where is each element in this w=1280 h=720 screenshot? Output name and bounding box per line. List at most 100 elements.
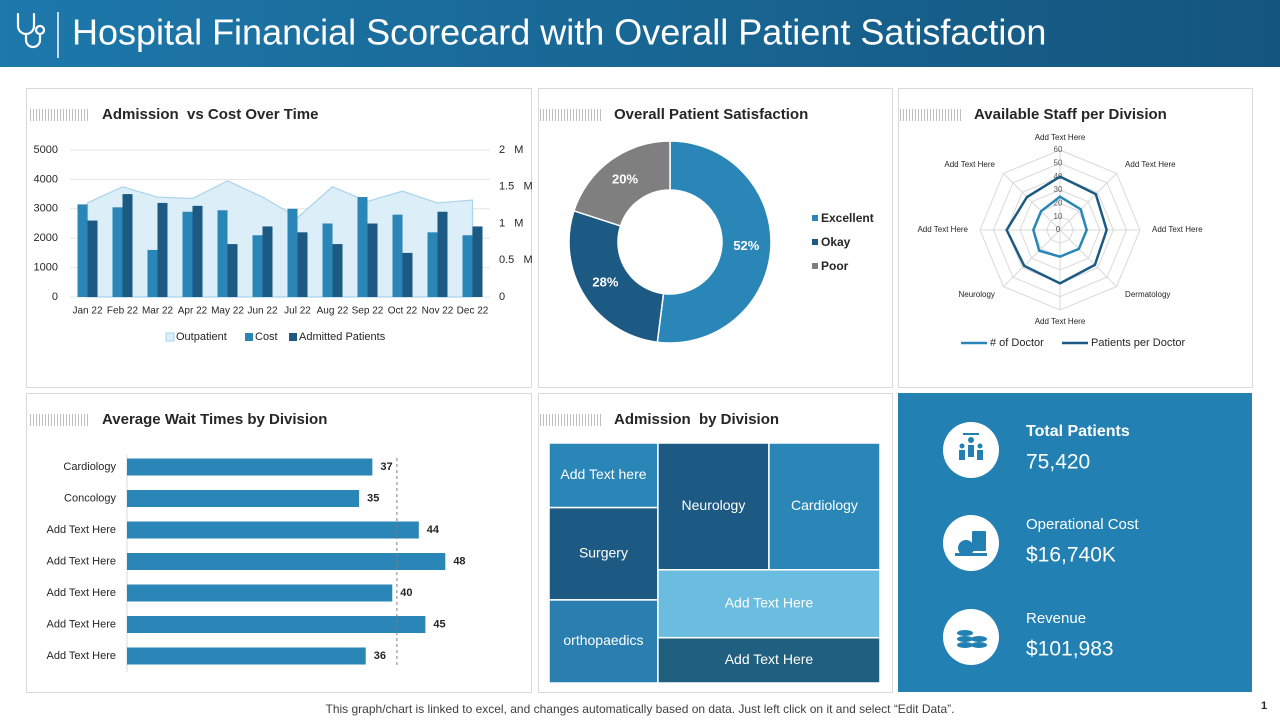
category-label: Add Text Here [1035,317,1086,326]
data-label: 40 [400,587,412,599]
radar-series [1032,195,1088,258]
legend-label: Okay [821,235,851,249]
x-tick-label: Oct 22 [388,306,418,317]
pie-slice [568,209,665,344]
kpi-value: $101,983 [1026,638,1114,661]
data-label: 35 [367,492,379,504]
y-tick-label: Add Text Here [46,555,116,567]
cell-label: Add Text Here [725,651,814,667]
treemap-cell [548,442,659,509]
category-label: Add Text Here [1152,225,1203,234]
legend-swatch [289,333,297,341]
data-label: 20% [612,172,638,187]
y-tick-label: 5000 [34,144,58,156]
y-tick-label: Add Text Here [46,587,116,599]
bar [287,208,298,297]
kpi-label: Total Patients [1026,423,1130,440]
cell-label: orthopaedics [563,632,643,648]
title-decoration [28,414,90,426]
category-label: Add Text Here [917,225,968,234]
radar-series [1005,175,1108,285]
bar [127,584,393,602]
title-decoration [900,109,962,121]
bar [427,232,438,297]
treemap-cell [657,636,881,684]
spoke [1059,229,1117,287]
cell-label: Add Text Here [725,594,814,610]
x-tick-label: Jul 22 [284,306,311,317]
bar [127,553,446,570]
y-tick-label: Cardiology [63,461,116,473]
y2-tick-label: 0.5 M [499,254,533,266]
panel [26,393,532,693]
y-tick-label: Add Text Here [46,524,116,536]
legend-swatch [812,239,818,245]
y-tick-label: 1000 [34,262,58,274]
bar [87,220,98,297]
treemap-cell [548,506,659,601]
cell-label: Add Text here [560,466,646,482]
legend-label: Patients per Doctor [1091,337,1185,349]
y2-tick-label: 1 M [499,217,523,229]
treemap-cell [657,569,881,639]
bar [127,490,360,507]
bar [182,211,193,297]
bar [77,204,88,297]
kpi-value: 75,420 [1026,451,1090,474]
x-tick-label: Dec 22 [457,306,489,317]
treemap-cell [657,442,770,571]
data-label: 44 [427,524,440,536]
y-tick-label: 3000 [34,203,58,215]
x-tick-label: Jun 22 [247,306,277,317]
data-label: 52% [733,238,759,253]
x-tick-label: May 22 [211,306,244,317]
cell-label: Cardiology [791,497,858,513]
legend-swatch [165,332,175,342]
chart-title: Admission by Division [614,411,779,428]
footer-note: This graph/chart is linked to excel, and… [326,702,955,716]
category-label: Add Text Here [944,160,995,169]
spoke [1003,229,1061,287]
kpi-value: $16,740K [1026,544,1116,567]
spoke [1003,173,1061,231]
bar [127,616,426,633]
legend-label: Admitted Patients [299,331,386,343]
data-label: 45 [433,618,445,630]
y-tick-label: Add Text Here [46,650,116,662]
bar [402,252,413,297]
data-label: 36 [374,650,386,662]
x-tick-label: Jan 22 [72,306,102,317]
r-tick-label: 10 [1054,212,1063,221]
stethoscope-icon [16,12,46,49]
legend-label: Excellent [821,211,874,225]
bar [192,205,203,297]
y-tick-label: Add Text Here [46,618,116,630]
legend-swatch [812,263,818,269]
y-tick-label: Concology [64,492,116,504]
bar [127,521,419,539]
category-label: Dermatology [1125,290,1170,299]
bar [437,211,448,297]
bar [472,226,483,297]
y-tick-label: 2000 [34,232,58,244]
r-tick-label: 30 [1054,185,1063,194]
bar [262,226,273,297]
x-tick-label: Sep 22 [352,306,384,317]
bar [357,197,368,297]
bar [157,202,168,297]
treemap-cell [768,442,881,571]
bar [297,232,308,297]
x-tick-label: Apr 22 [178,306,208,317]
cell-label: Neurology [682,497,746,513]
y2-tick-label: 0 [499,291,505,303]
cell-label: Surgery [579,544,628,560]
header-bar [0,0,1280,67]
chart-title: Admission vs Cost Over Time [102,106,318,123]
kpi-label: Revenue [1026,610,1086,627]
bar [122,194,133,297]
legend-label: # of Doctor [990,337,1044,349]
y-tick-label: 4000 [34,173,58,185]
x-tick-label: Mar 22 [142,306,174,317]
bar [227,244,238,297]
chart-title: Average Wait Times by Division [102,411,327,428]
